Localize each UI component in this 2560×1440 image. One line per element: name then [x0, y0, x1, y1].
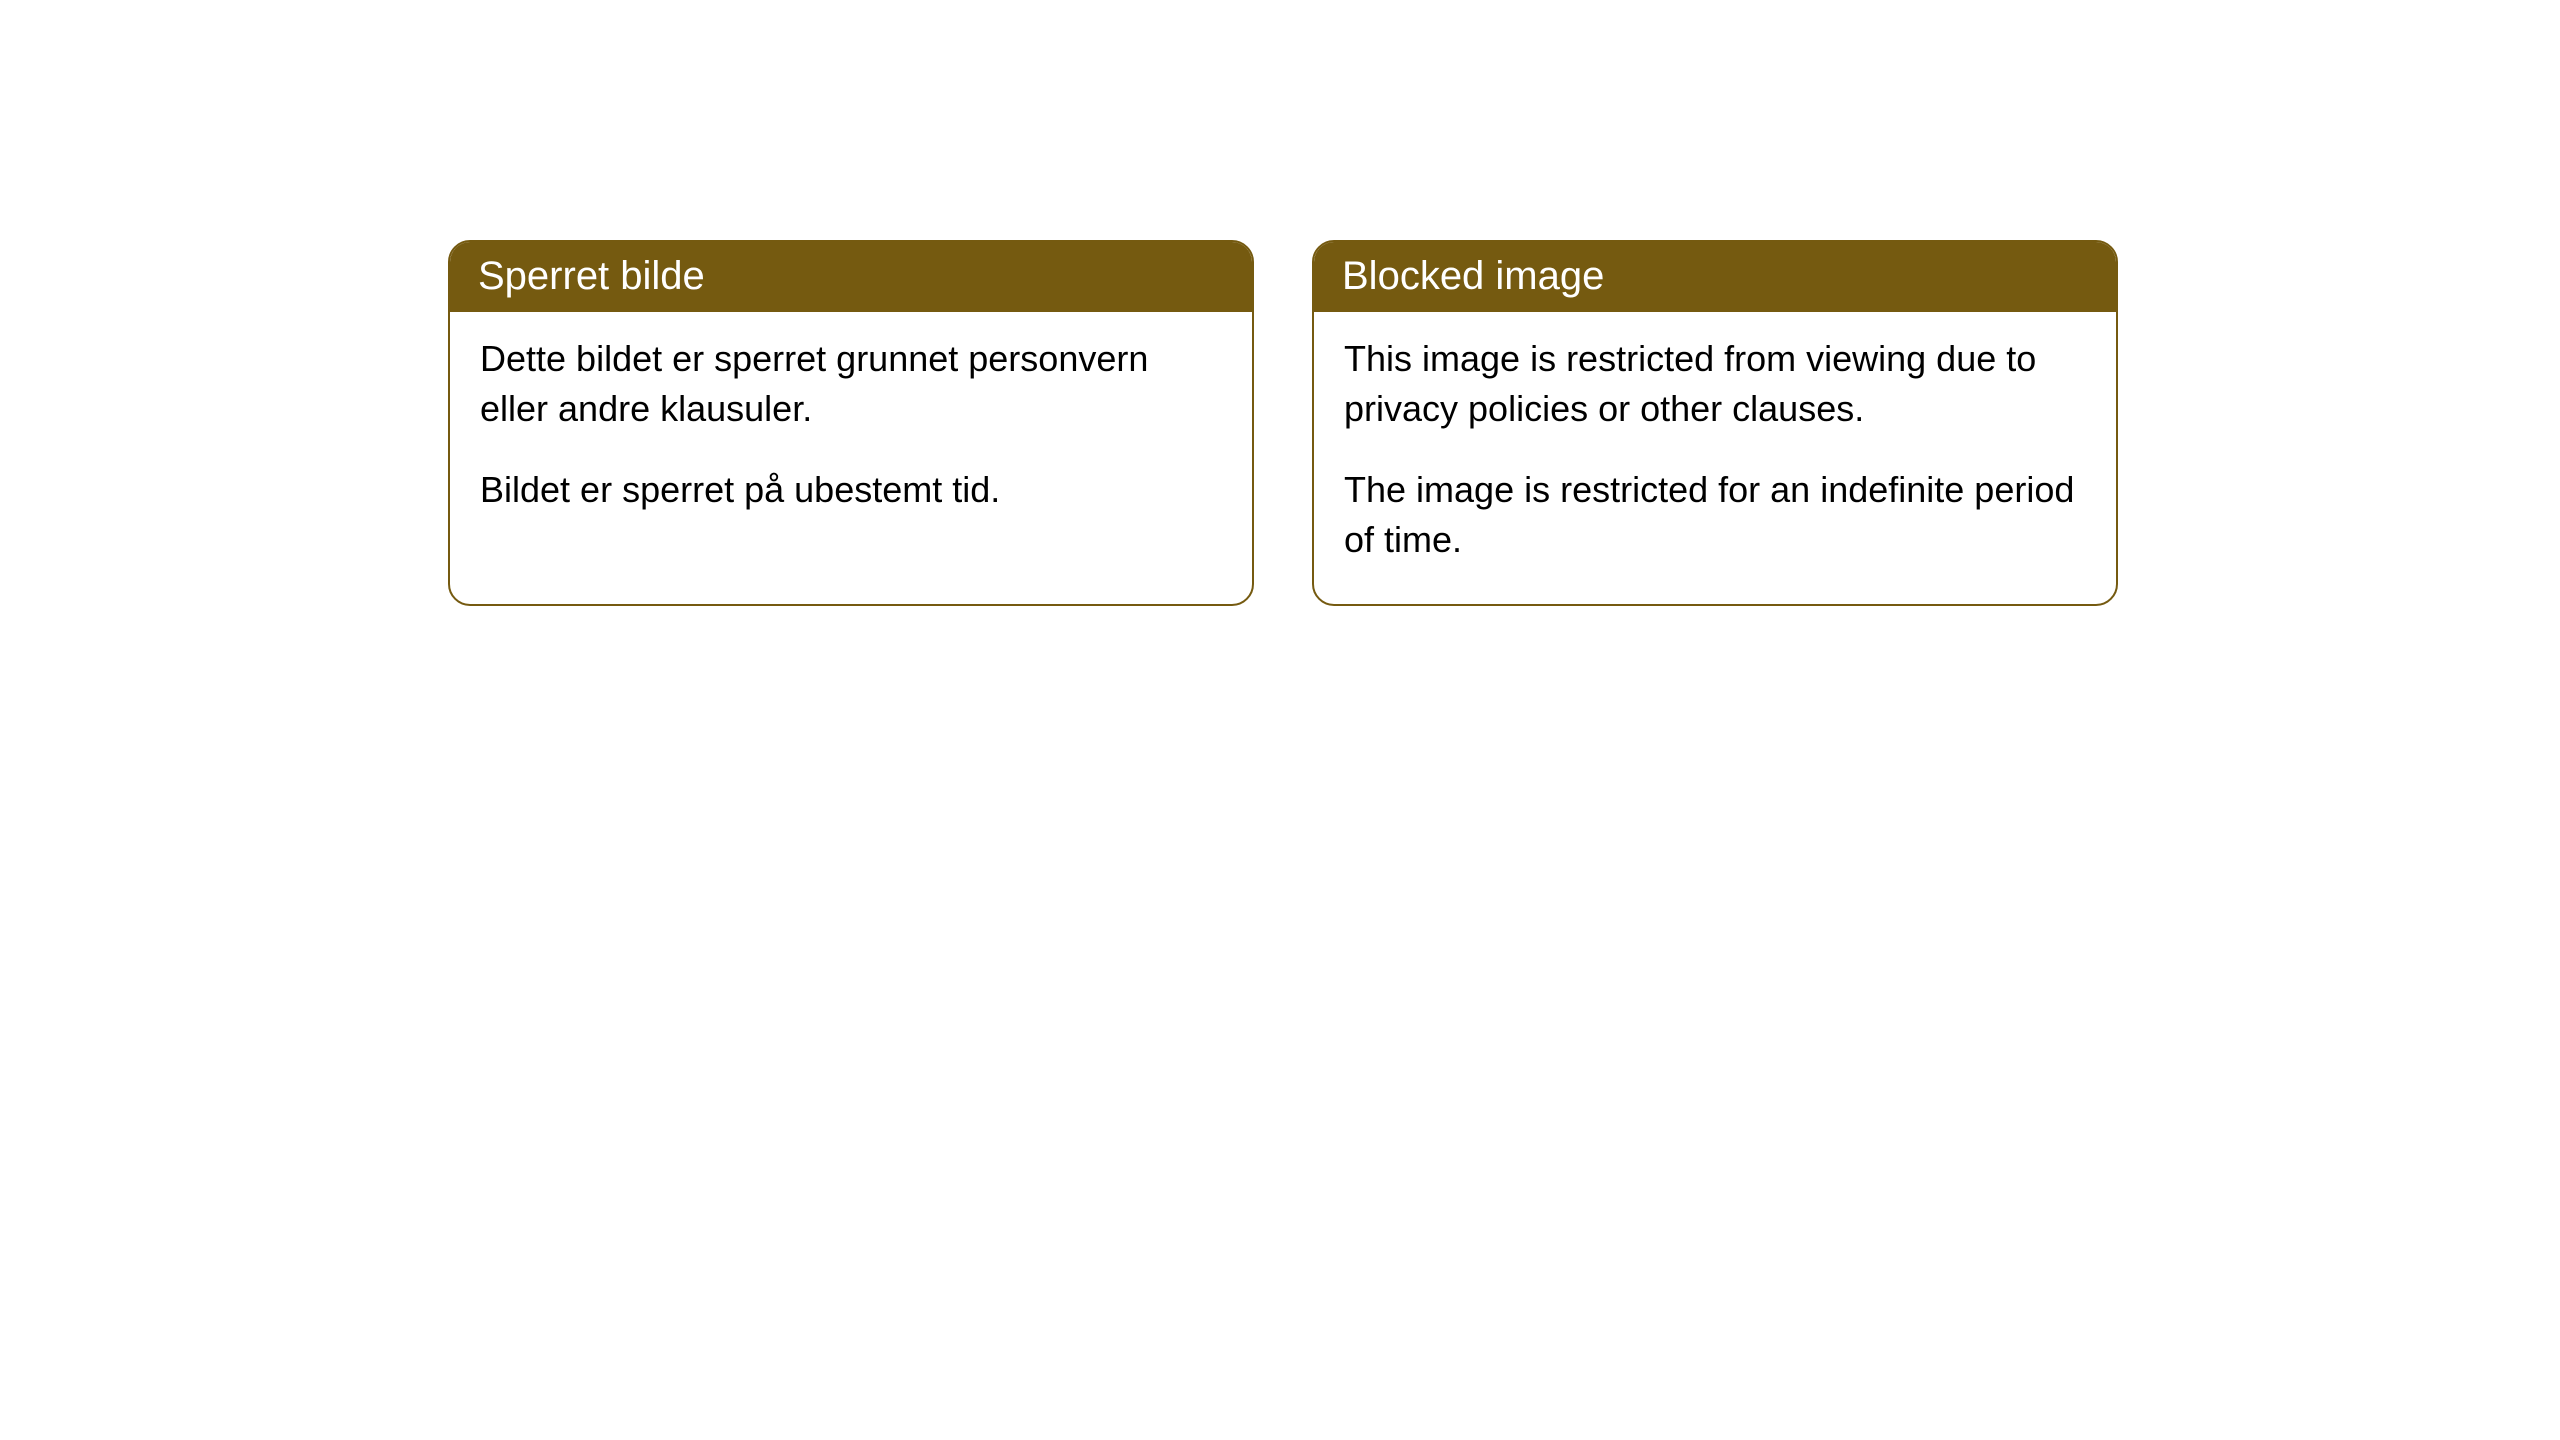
- card-paragraph: Bildet er sperret på ubestemt tid.: [480, 465, 1222, 515]
- card-paragraph: Dette bildet er sperret grunnet personve…: [480, 334, 1222, 435]
- card-english: Blocked image This image is restricted f…: [1312, 240, 2118, 606]
- card-paragraph: The image is restricted for an indefinit…: [1344, 465, 2086, 566]
- card-body: This image is restricted from viewing du…: [1314, 312, 2116, 604]
- card-body: Dette bildet er sperret grunnet personve…: [450, 312, 1252, 553]
- card-paragraph: This image is restricted from viewing du…: [1344, 334, 2086, 435]
- cards-container: Sperret bilde Dette bildet er sperret gr…: [448, 240, 2118, 606]
- card-header: Blocked image: [1314, 242, 2116, 312]
- card-header: Sperret bilde: [450, 242, 1252, 312]
- card-norwegian: Sperret bilde Dette bildet er sperret gr…: [448, 240, 1254, 606]
